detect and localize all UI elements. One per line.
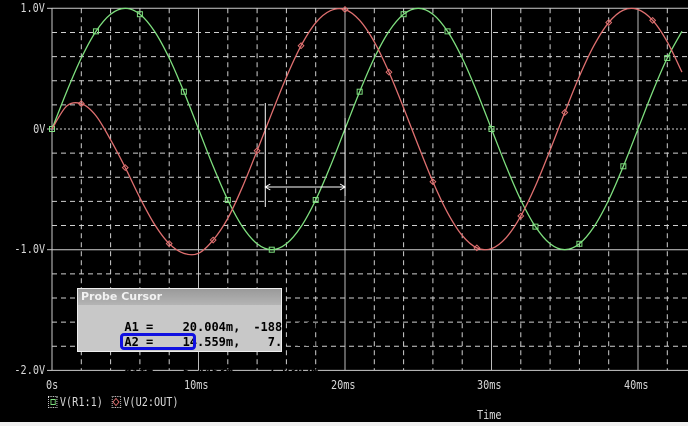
x-tick-label: 40ms: [624, 378, 649, 392]
cursor-row-a2: A2 = 14.559m, 7.7418m: [78, 320, 318, 349]
legend-marker-diamond-icon[interactable]: [111, 396, 121, 408]
series-line-0: [51, 7, 683, 251]
arrow-head-left: [264, 183, 271, 191]
row-x: 14.559m,: [182, 335, 241, 349]
x-axis-title: Time: [477, 408, 502, 422]
legend-marker-square-icon[interactable]: [48, 396, 58, 408]
data-point-diamond: [649, 16, 657, 24]
data-point-square: [488, 126, 495, 132]
probe-cursor-title[interactable]: Probe Cursor: [78, 289, 281, 305]
data-point-diamond: [429, 178, 437, 186]
data-point-diamond: [605, 19, 613, 27]
cursor-row-dif: dif= 5.4453m, -7.9302m: [78, 333, 318, 379]
row-label: A1 =: [124, 320, 154, 334]
x-tick-label: 10ms: [184, 378, 209, 392]
x-tick-label: 20ms: [331, 378, 356, 392]
data-point-square: [312, 196, 319, 203]
x-tick-label: 0s: [46, 378, 59, 392]
data-point-diamond: [209, 236, 217, 244]
data-point-square: [620, 163, 627, 170]
row-x: 20.004m,: [182, 320, 241, 334]
probe-cursor-window[interactable]: Probe Cursor A1 = 20.004m, -188.384u A2 = 1…: [77, 288, 318, 379]
data-point-diamond: [253, 147, 261, 155]
data-point-diamond: [165, 240, 173, 248]
row-label: A2 =: [124, 335, 154, 349]
x-tick-label: 30ms: [477, 378, 502, 392]
series-line-1: [51, 7, 683, 256]
arrow-head-right: [339, 183, 347, 191]
data-point-square: [400, 11, 407, 18]
row-y: -188.384u: [253, 320, 319, 334]
legend: V(R1:1) V(U2:OUT): [48, 395, 179, 409]
data-point-square: [180, 88, 187, 95]
data-point-square: [444, 28, 451, 35]
data-point-diamond: [517, 212, 525, 220]
highlight-box: [120, 333, 196, 350]
data-point-diamond: [561, 108, 569, 116]
window-bottom-edge: [0, 422, 688, 426]
data-point-diamond: [341, 5, 349, 14]
legend-label-vr1[interactable]: V(R1:1): [59, 395, 103, 409]
data-point-diamond: [297, 42, 305, 50]
data-point-square: [92, 28, 99, 35]
data-point-square: [532, 223, 539, 230]
data-point-square: [49, 126, 55, 132]
data-point-diamond: [385, 68, 393, 76]
row-label: dif=: [124, 365, 154, 379]
data-point-square: [576, 240, 583, 247]
row-y: 7.7418m: [267, 335, 319, 349]
y-tick-label: 0V: [32, 122, 45, 136]
cursor-row-a1: A1 = 20.004m, -188.384u: [78, 305, 318, 334]
data-point-diamond: [473, 244, 481, 252]
data-point-square: [224, 196, 231, 203]
row-x: 5.4453m,: [182, 365, 241, 379]
data-point-square: [356, 88, 363, 95]
data-point-diamond: [77, 100, 85, 108]
data-point-square: [136, 11, 143, 18]
data-point-square: [664, 55, 671, 62]
row-y: -7.9302m: [260, 365, 319, 379]
legend-label-vu2out[interactable]: V(U2:OUT): [123, 395, 179, 409]
data-point-square: [268, 246, 275, 253]
y-tick-label: 1.0V: [20, 1, 45, 15]
data-point-diamond: [121, 164, 129, 172]
y-tick-label: -2.0V: [14, 363, 45, 377]
y-tick-label: -1.0V: [14, 242, 45, 256]
